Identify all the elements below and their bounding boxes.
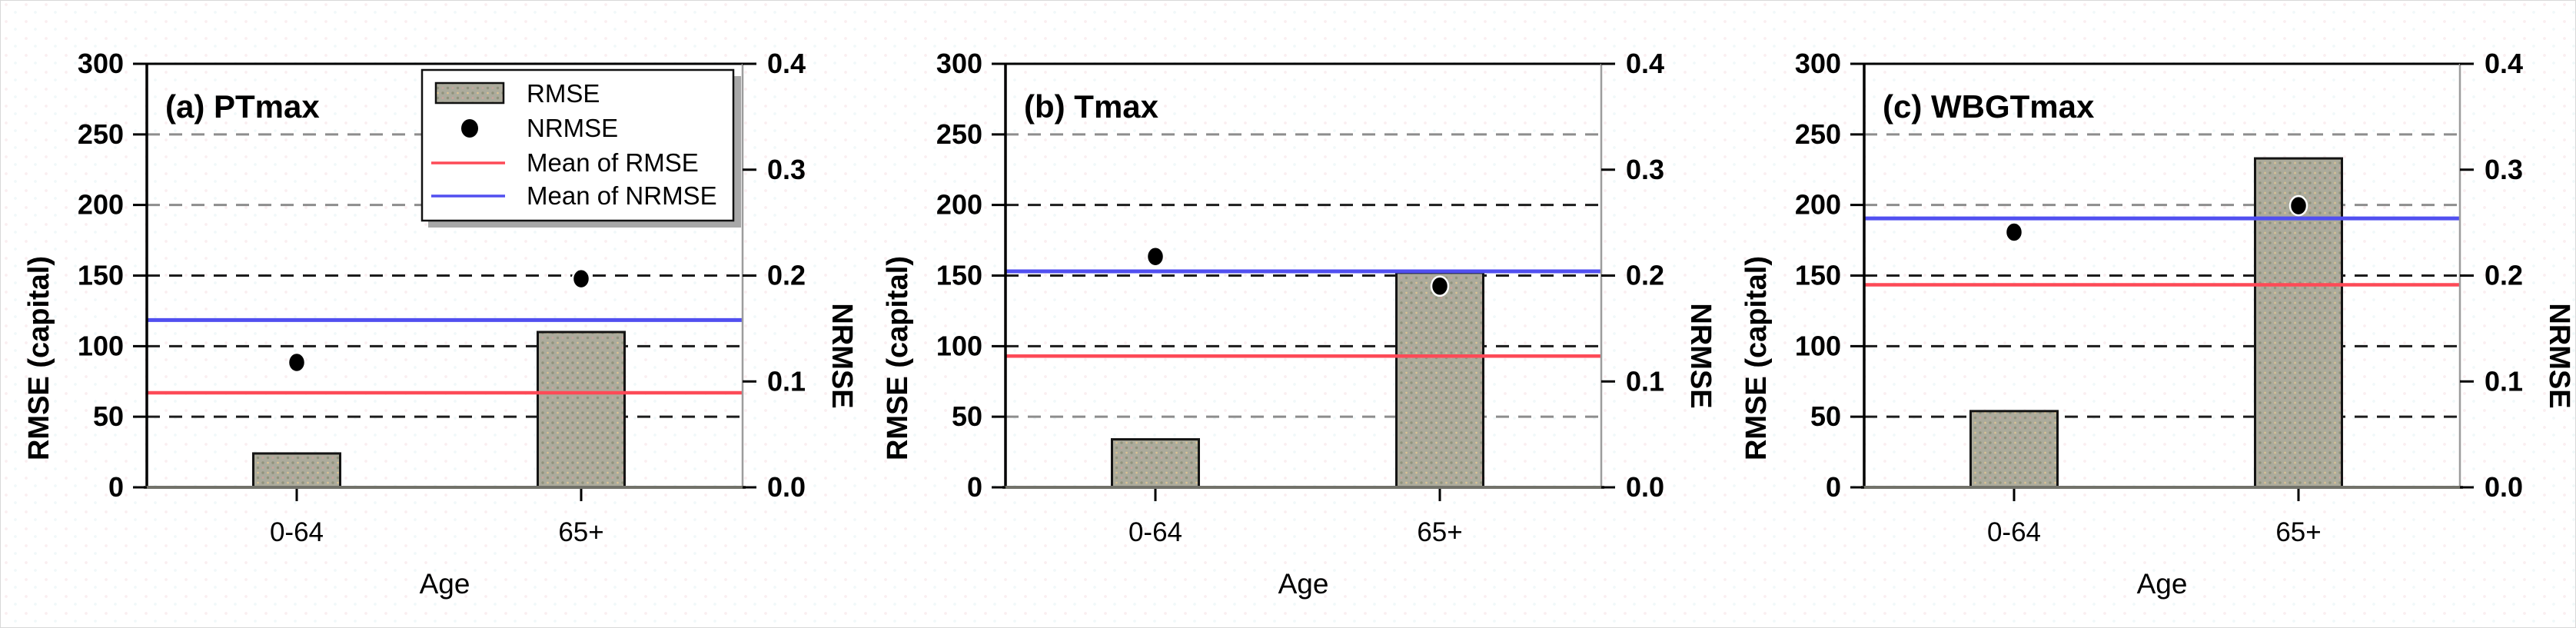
nrmse-dot-65+	[571, 267, 591, 290]
left-tick-label-50: 50	[952, 400, 982, 432]
nrmse-dot-0-64	[1145, 245, 1165, 267]
right-tick-label-0.2: 0.2	[767, 260, 806, 291]
left-tick-label-100: 100	[936, 330, 982, 361]
panel-title: (c) WBGTmax	[1883, 88, 2095, 125]
nrmse-dot-swatch	[461, 119, 478, 138]
left-tick-label-200: 200	[936, 189, 982, 221]
x-tick-label-0-64: 0-64	[1987, 517, 2041, 547]
right-tick-label-0.2: 0.2	[1626, 260, 1664, 291]
left-tick-label-250: 250	[1795, 118, 1841, 150]
right-tick-label-0.0: 0.0	[2485, 471, 2523, 503]
y-left-axis-title: RMSE (capital)	[23, 256, 55, 460]
x-tick-label-65+: 65+	[1417, 517, 1462, 547]
left-tick-label-200: 200	[78, 189, 124, 221]
right-tick-label-0.3: 0.3	[2485, 154, 2523, 185]
legend-label-mean-rmse-swatch: Mean of RMSE	[527, 148, 699, 177]
rmse-bar-0-64	[1111, 438, 1200, 489]
right-tick-label-0.3: 0.3	[1626, 154, 1664, 185]
panel-ptmax: 0 50 100 150 200 250 300 0.0 0.1 0.2 0.3 0.4 0-64 65+…	[1, 1, 859, 627]
legend-label-rmse-bar-swatch: RMSE	[527, 79, 600, 108]
left-tick-label-50: 50	[1810, 400, 1841, 432]
y-right-axis-title: NRMSE	[1684, 303, 1717, 408]
x-tick-label-0-64: 0-64	[270, 517, 324, 547]
left-tick-label-0: 0	[108, 471, 124, 503]
x-axis-title: Age	[420, 568, 470, 600]
chart-svg-1: 0 50 100 150 200 250 300 0.0 0.1 0.2 0.3 0.4 0-64 65+…	[882, 48, 1717, 600]
rmse-bar-swatch	[434, 81, 505, 105]
x-axis-title: Age	[1278, 568, 1329, 600]
left-tick-label-250: 250	[78, 118, 124, 150]
left-tick-label-150: 150	[1795, 260, 1841, 291]
left-tick-label-150: 150	[78, 260, 124, 291]
left-tick-label-100: 100	[1795, 330, 1841, 361]
right-tick-label-0.0: 0.0	[767, 471, 806, 503]
x-axis-title: Age	[2137, 568, 2188, 600]
left-tick-label-250: 250	[936, 118, 982, 150]
nrmse-dot-0-64	[287, 351, 307, 374]
rmse-bar-65+	[537, 331, 626, 489]
rmse-bar-0-64	[252, 452, 341, 489]
right-tick-label-0.1: 0.1	[767, 365, 806, 397]
x-tick-label-65+: 65+	[558, 517, 603, 547]
y-left-axis-title: RMSE (capital)	[882, 256, 914, 460]
left-tick-label-150: 150	[936, 260, 982, 291]
y-right-axis-title: NRMSE	[826, 303, 858, 408]
panel-title: (a) PTmax	[165, 88, 320, 125]
right-tick-label-0.3: 0.3	[767, 154, 806, 185]
panel-wbgtmax: 0 50 100 150 200 250 300 0.0 0.1 0.2 0.3 0.4 0-64 65+…	[1718, 1, 2575, 627]
left-tick-label-200: 200	[1795, 189, 1841, 221]
chart-svg-0: 0 50 100 150 200 250 300 0.0 0.1 0.2 0.3 0.4 0-64 65+…	[23, 48, 858, 600]
legend-label-nrmse-dot-swatch: NRMSE	[527, 114, 618, 142]
nrmse-dot-0-64	[2004, 221, 2024, 243]
right-tick-label-0.0: 0.0	[1626, 471, 1664, 503]
legend: RMSE NRMSE Mean of RMSE Mean of NRMSE	[420, 68, 741, 228]
panel-title: (b) Tmax	[1024, 88, 1159, 125]
rmse-bar-0-64	[1969, 410, 2059, 489]
left-tick-label-50: 50	[93, 400, 124, 432]
right-tick-label-0.1: 0.1	[2485, 365, 2523, 397]
chart-svg-2: 0 50 100 150 200 250 300 0.0 0.1 0.2 0.3 0.4 0-64 65+…	[1740, 48, 2575, 600]
right-tick-label-0.4: 0.4	[2485, 48, 2523, 79]
left-tick-label-300: 300	[936, 48, 982, 79]
left-tick-label-300: 300	[78, 48, 124, 79]
right-tick-label-0.2: 0.2	[2485, 260, 2523, 291]
right-tick-label-0.4: 0.4	[767, 48, 806, 79]
x-tick-label-65+: 65+	[2275, 517, 2321, 547]
y-right-axis-title: NRMSE	[2543, 303, 2575, 408]
rmse-bar-65+	[1395, 271, 1484, 489]
y-left-axis-title: RMSE (capital)	[1740, 256, 1773, 460]
x-tick-label-0-64: 0-64	[1128, 517, 1182, 547]
left-tick-label-0: 0	[1826, 471, 1841, 503]
panel-tmax: 0 50 100 150 200 250 300 0.0 0.1 0.2 0.3 0.4 0-64 65+…	[859, 1, 1718, 627]
right-tick-label-0.4: 0.4	[1626, 48, 1664, 79]
left-tick-label-300: 300	[1795, 48, 1841, 79]
nrmse-dot-65+	[1430, 275, 1450, 297]
legend-label-mean-nrmse-swatch: Mean of NRMSE	[527, 181, 717, 210]
right-tick-label-0.1: 0.1	[1626, 365, 1664, 397]
left-tick-label-100: 100	[78, 330, 124, 361]
nrmse-dot-65+	[2288, 194, 2308, 217]
left-tick-label-0: 0	[967, 471, 982, 503]
